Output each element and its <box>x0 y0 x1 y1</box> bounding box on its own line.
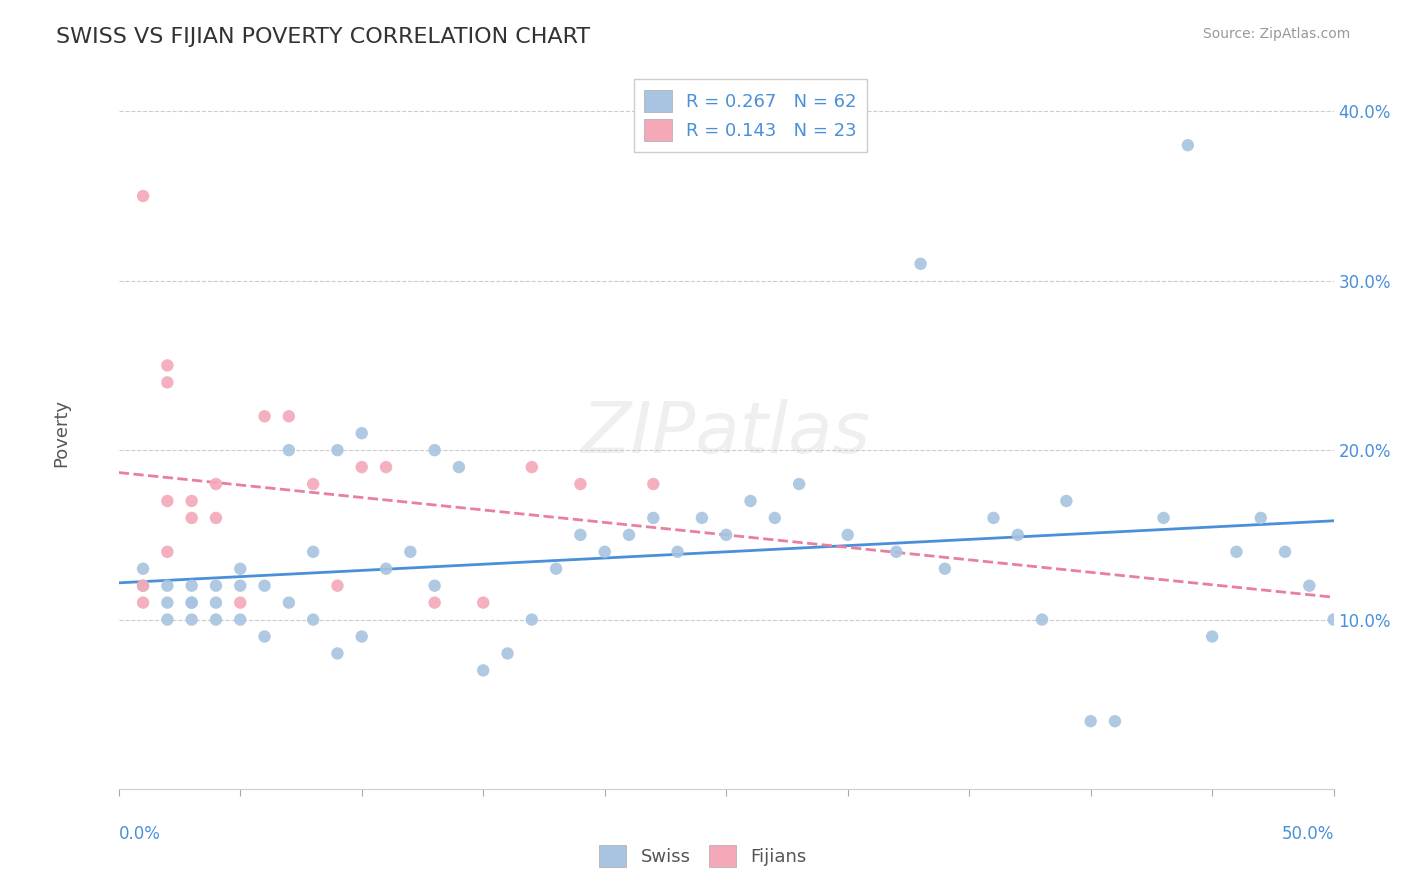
Point <box>156 376 179 390</box>
Point <box>1274 545 1296 559</box>
Point <box>229 613 252 627</box>
Point <box>302 613 325 627</box>
Point <box>156 596 179 610</box>
Point <box>132 579 155 593</box>
Point <box>520 613 543 627</box>
Point <box>302 477 325 491</box>
Point <box>375 460 398 475</box>
Point <box>643 511 665 525</box>
Point <box>375 562 398 576</box>
Point <box>156 579 179 593</box>
Point <box>180 596 202 610</box>
Text: 0.0%: 0.0% <box>118 824 160 843</box>
Point <box>1054 494 1077 508</box>
Legend: Swiss, Fijians: Swiss, Fijians <box>592 838 814 874</box>
Point <box>546 562 568 576</box>
Point <box>934 562 956 576</box>
Point <box>1298 579 1320 593</box>
Point <box>180 596 202 610</box>
Point <box>763 511 786 525</box>
Text: SWISS VS FIJIAN POVERTY CORRELATION CHART: SWISS VS FIJIAN POVERTY CORRELATION CHAR… <box>56 27 591 46</box>
Point <box>1201 630 1223 644</box>
Point <box>180 511 202 525</box>
Point <box>229 562 252 576</box>
Point <box>423 579 446 593</box>
Point <box>180 494 202 508</box>
Point <box>229 596 252 610</box>
Point <box>277 409 299 424</box>
Point <box>205 477 228 491</box>
Point <box>740 494 762 508</box>
Point <box>205 613 228 627</box>
Point <box>1031 613 1053 627</box>
Point <box>277 596 299 610</box>
Point <box>277 443 299 458</box>
Point <box>569 528 592 542</box>
Text: ZIPatlas: ZIPatlas <box>582 399 870 467</box>
Point <box>716 528 738 542</box>
Text: 50.0%: 50.0% <box>1281 824 1334 843</box>
Point <box>350 460 373 475</box>
Point <box>132 596 155 610</box>
Point <box>156 494 179 508</box>
Point <box>132 579 155 593</box>
Point <box>472 664 495 678</box>
Point <box>253 579 276 593</box>
Point <box>983 511 1005 525</box>
Text: Source: ZipAtlas.com: Source: ZipAtlas.com <box>1202 27 1350 41</box>
Point <box>1080 714 1102 729</box>
Point <box>1153 511 1175 525</box>
Point <box>1177 138 1199 153</box>
Point <box>156 359 179 373</box>
Point <box>253 409 276 424</box>
Point <box>302 545 325 559</box>
Point <box>205 511 228 525</box>
Point <box>350 630 373 644</box>
Point <box>180 579 202 593</box>
Point <box>326 443 349 458</box>
Point <box>643 477 665 491</box>
Point <box>132 189 155 203</box>
Point <box>617 528 640 542</box>
Point <box>472 596 495 610</box>
Point <box>156 545 179 559</box>
Point <box>1225 545 1247 559</box>
Point <box>787 477 810 491</box>
Point <box>326 647 349 661</box>
Point <box>423 443 446 458</box>
Point <box>180 613 202 627</box>
Point <box>205 596 228 610</box>
Point <box>1250 511 1272 525</box>
Point <box>1104 714 1126 729</box>
Point <box>253 630 276 644</box>
Point <box>520 460 543 475</box>
Point <box>569 477 592 491</box>
Point <box>496 647 519 661</box>
Point <box>350 426 373 441</box>
Point <box>837 528 859 542</box>
Point <box>666 545 689 559</box>
Point <box>132 562 155 576</box>
Point <box>205 579 228 593</box>
Point <box>156 613 179 627</box>
Point <box>229 579 252 593</box>
Point <box>1007 528 1029 542</box>
Point <box>447 460 470 475</box>
Point <box>399 545 422 559</box>
Point <box>326 579 349 593</box>
Point <box>423 596 446 610</box>
Point <box>1323 613 1346 627</box>
Point <box>690 511 713 525</box>
Point <box>593 545 616 559</box>
Point <box>884 545 907 559</box>
Point <box>910 257 932 271</box>
Legend: R = 0.267   N = 62, R = 0.143   N = 23: R = 0.267 N = 62, R = 0.143 N = 23 <box>634 79 868 153</box>
Y-axis label: Poverty: Poverty <box>52 399 70 467</box>
